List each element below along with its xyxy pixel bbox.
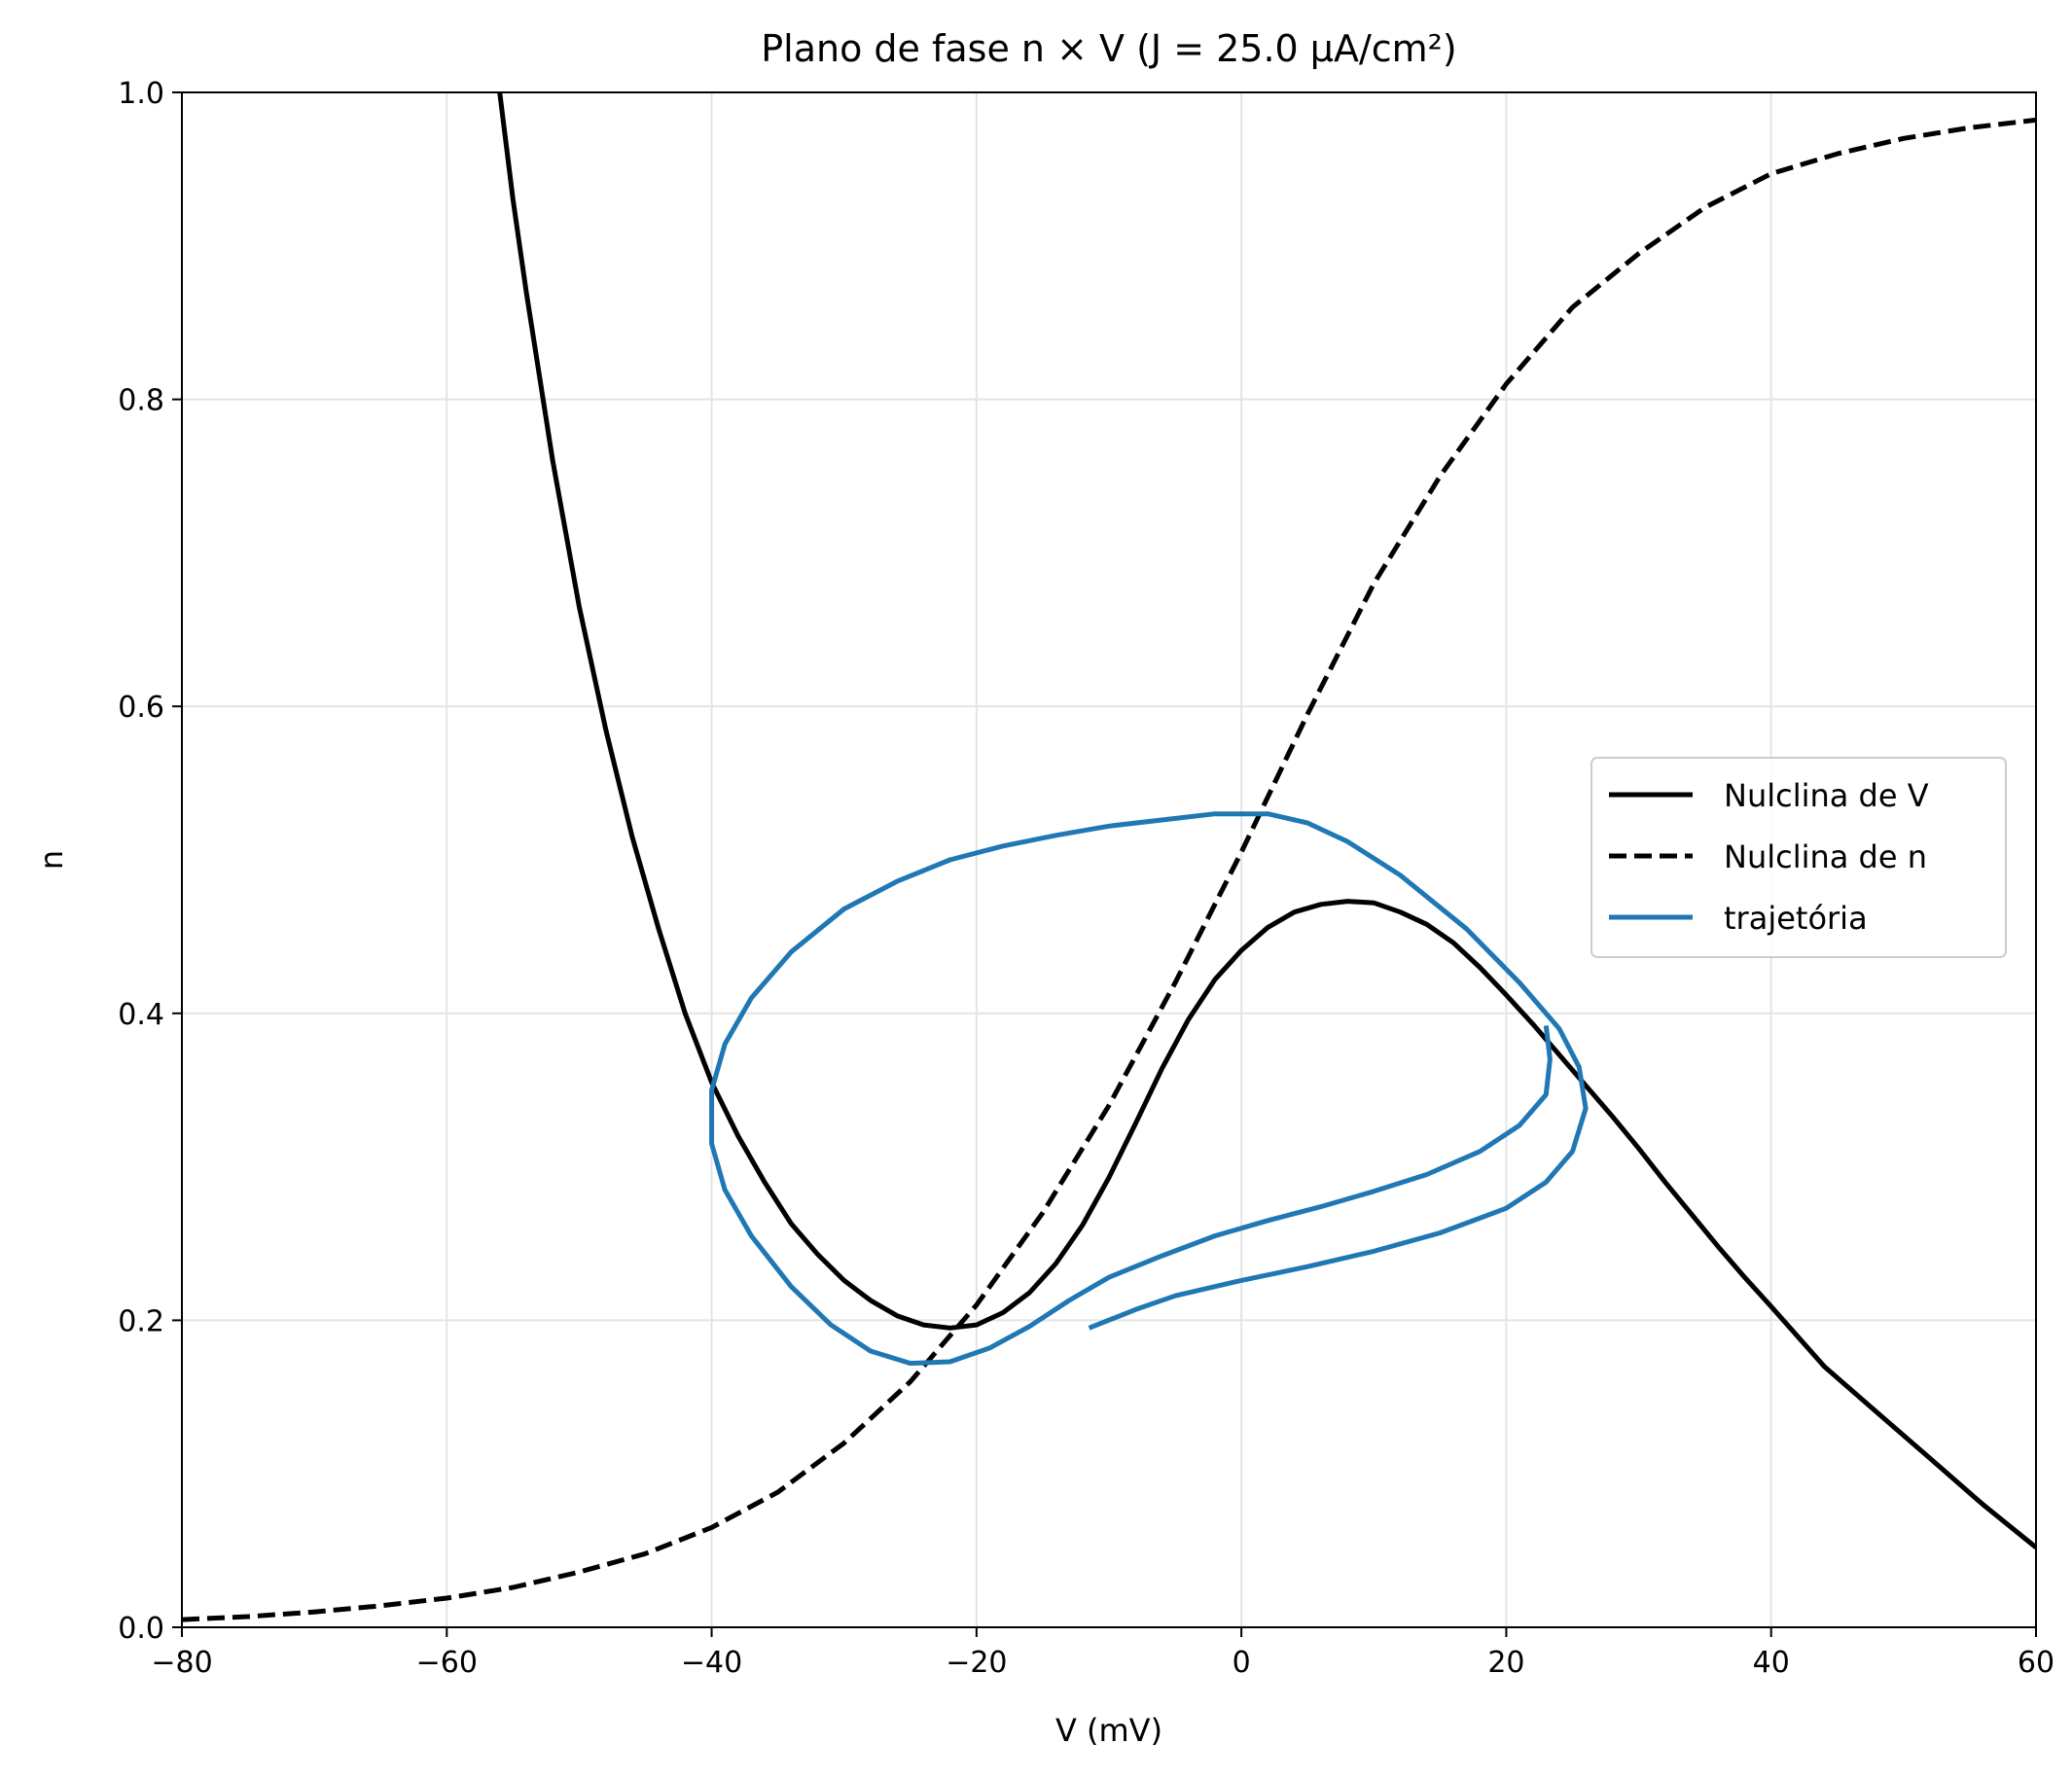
x-tick-label: −40 xyxy=(681,1646,742,1680)
axis-ticks: −80 −60 −40 −20 0 20 40 60 0.0 0.2 0.4 0.6 0.8 1.0 xyxy=(118,77,2054,1680)
x-tick-label: 40 xyxy=(1753,1646,1790,1680)
x-tick-label: −60 xyxy=(416,1646,478,1680)
y-tick-label: 0.8 xyxy=(118,384,164,418)
y-tick-label: 0.2 xyxy=(118,1304,164,1338)
y-tick-label: 0.0 xyxy=(118,1612,164,1646)
y-tick-label: 0.6 xyxy=(118,691,164,725)
legend: Nulclina de V Nulclina de n trajetória xyxy=(1590,757,2007,958)
trajectory-line xyxy=(709,811,1589,1367)
x-tick-label: 60 xyxy=(2018,1646,2054,1680)
y-tick-label: 0.4 xyxy=(118,998,164,1032)
legend-label-n-nullcline: Nulclina de n xyxy=(1724,838,1927,875)
n-nullcline-line xyxy=(182,117,2036,1622)
x-tick-label: −80 xyxy=(151,1646,212,1680)
y-axis-label: n xyxy=(33,850,70,870)
y-tick-label: 1.0 xyxy=(118,77,164,111)
x-axis-label: V (mV) xyxy=(1055,1712,1162,1749)
chart-title: Plano de fase n × V (J = 25.0 μA/cm²) xyxy=(761,27,1457,70)
plot-series xyxy=(182,92,2036,1622)
legend-box xyxy=(1590,757,2007,958)
x-tick-label: 0 xyxy=(1232,1646,1251,1680)
legend-label-v-nullcline: Nulclina de V xyxy=(1724,777,1929,814)
plot-frame xyxy=(181,91,2037,1628)
x-tick-label: 20 xyxy=(1487,1646,1524,1680)
legend-label-trajectory: trajetória xyxy=(1724,900,1868,937)
x-tick-label: −20 xyxy=(946,1646,1007,1680)
